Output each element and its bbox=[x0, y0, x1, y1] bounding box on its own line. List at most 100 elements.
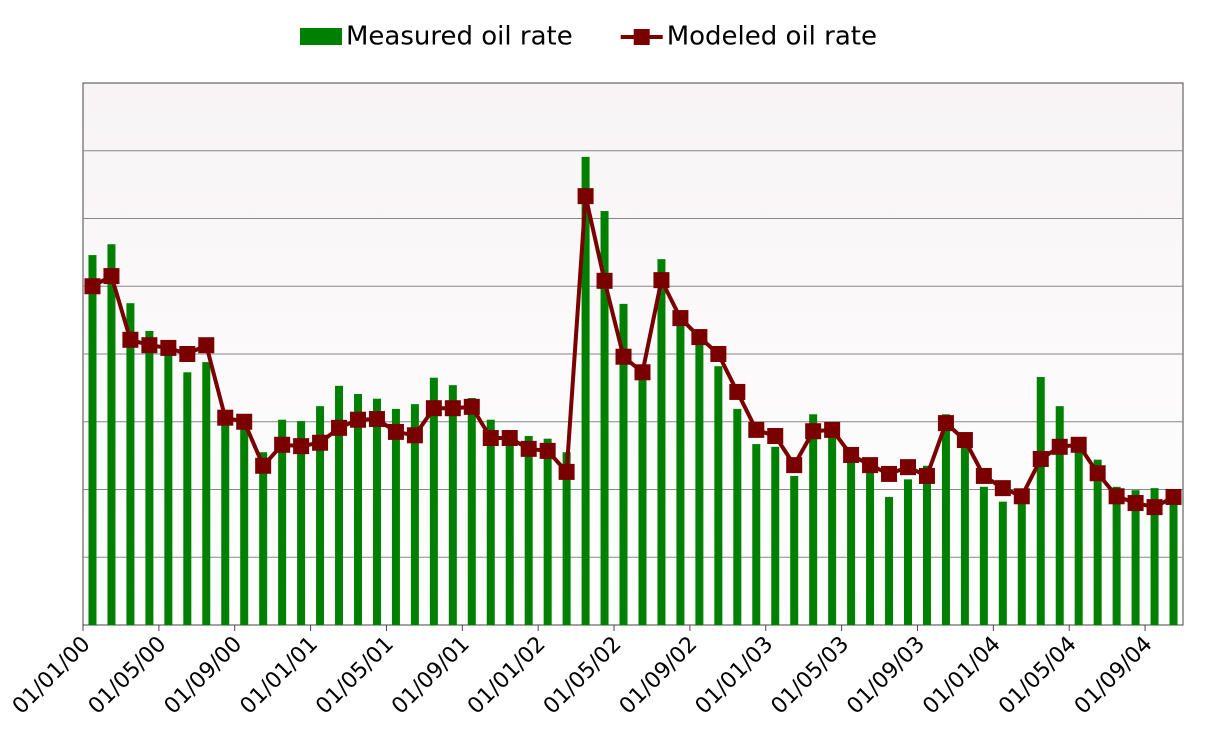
bar bbox=[316, 406, 325, 625]
marker bbox=[805, 423, 822, 440]
bar bbox=[979, 486, 988, 625]
x-tick-label: 01/09/00 bbox=[160, 632, 248, 720]
bar bbox=[752, 444, 761, 625]
bar bbox=[259, 452, 268, 625]
bar bbox=[145, 330, 154, 625]
legend-label: Modeled oil rate bbox=[667, 22, 877, 52]
bar bbox=[676, 320, 685, 625]
bar bbox=[960, 442, 969, 625]
bar bbox=[847, 456, 856, 625]
bar bbox=[107, 244, 116, 625]
marker bbox=[501, 430, 518, 447]
bar bbox=[790, 475, 799, 625]
marker bbox=[141, 337, 158, 354]
bar bbox=[562, 452, 571, 625]
bar bbox=[638, 370, 647, 625]
line bbox=[91, 195, 1175, 510]
marker bbox=[729, 383, 746, 400]
x-tick-label: 01/09/04 bbox=[1070, 632, 1158, 720]
marker bbox=[198, 337, 215, 354]
marker bbox=[312, 434, 329, 451]
x-tick-label: 01/01/01 bbox=[236, 632, 324, 720]
marker bbox=[122, 331, 139, 348]
marker bbox=[387, 423, 404, 440]
marker bbox=[767, 427, 784, 444]
bar bbox=[1093, 459, 1102, 625]
marker bbox=[710, 346, 727, 362]
marker bbox=[463, 398, 480, 415]
marker bbox=[558, 463, 575, 480]
marker bbox=[293, 438, 310, 455]
marker bbox=[824, 421, 841, 438]
legend-swatch bbox=[300, 28, 342, 45]
marker bbox=[956, 432, 973, 449]
bar bbox=[1074, 437, 1083, 625]
bar bbox=[998, 501, 1007, 625]
bar bbox=[657, 259, 666, 625]
bar bbox=[1036, 377, 1045, 625]
x-tick-label: 01/01/00 bbox=[8, 632, 96, 720]
bar bbox=[885, 496, 894, 625]
marker bbox=[444, 400, 461, 417]
marker bbox=[748, 421, 765, 438]
marker bbox=[520, 440, 537, 457]
marker bbox=[539, 442, 556, 459]
marker bbox=[653, 272, 670, 289]
x-tick-label: 01/09/03 bbox=[842, 632, 930, 720]
bar bbox=[202, 362, 211, 625]
marker bbox=[217, 409, 234, 426]
bar bbox=[448, 385, 457, 625]
x-tick-label: 01/05/02 bbox=[539, 632, 627, 720]
marker bbox=[994, 480, 1011, 497]
bar bbox=[1150, 488, 1159, 625]
bar bbox=[297, 421, 306, 625]
bar bbox=[486, 419, 495, 625]
bar bbox=[240, 425, 249, 625]
marker bbox=[179, 346, 196, 362]
marker bbox=[160, 339, 177, 356]
bar bbox=[524, 435, 533, 625]
marker bbox=[1146, 499, 1163, 516]
marker bbox=[615, 348, 632, 365]
bar bbox=[581, 156, 590, 625]
marker bbox=[1127, 495, 1144, 512]
marker bbox=[672, 310, 689, 327]
legend-label: Measured oil rate bbox=[346, 22, 573, 52]
bar bbox=[410, 404, 419, 625]
marker bbox=[862, 457, 879, 474]
bar bbox=[1112, 486, 1121, 625]
bar bbox=[88, 255, 97, 625]
bar bbox=[429, 377, 438, 625]
marker bbox=[634, 364, 651, 381]
marker bbox=[350, 411, 366, 428]
bar bbox=[505, 435, 514, 625]
marker bbox=[843, 446, 860, 463]
marker bbox=[691, 329, 708, 346]
marker bbox=[1108, 488, 1125, 505]
bar bbox=[941, 414, 950, 625]
x-tick-label: 01/05/01 bbox=[311, 632, 399, 720]
bar bbox=[771, 446, 780, 625]
marker bbox=[1070, 436, 1087, 453]
bar bbox=[922, 465, 931, 625]
bar bbox=[1169, 494, 1178, 625]
bar bbox=[372, 398, 381, 625]
marker bbox=[786, 457, 803, 474]
bar bbox=[278, 419, 287, 625]
bar bbox=[733, 408, 742, 625]
marker bbox=[103, 268, 120, 285]
bar bbox=[183, 372, 192, 625]
marker bbox=[255, 457, 272, 474]
marker bbox=[596, 272, 613, 289]
marker bbox=[406, 427, 423, 444]
bar bbox=[619, 303, 628, 625]
marker bbox=[975, 467, 992, 484]
marker bbox=[425, 400, 442, 417]
bar bbox=[354, 393, 362, 625]
marker bbox=[1089, 465, 1106, 482]
x-tick-label: 01/09/01 bbox=[387, 632, 475, 720]
bar bbox=[467, 398, 476, 625]
bar bbox=[1131, 490, 1140, 625]
bar bbox=[335, 385, 344, 625]
bar bbox=[1055, 406, 1064, 625]
